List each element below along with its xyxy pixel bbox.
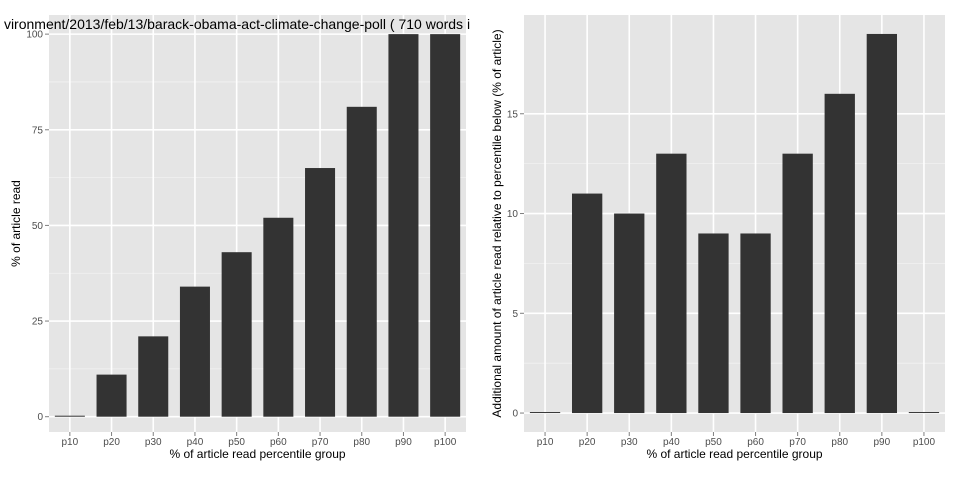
- bar-p80: [824, 93, 855, 414]
- y-tick-label: 50: [32, 221, 44, 232]
- bar-p60: [263, 217, 294, 417]
- bar-p70: [305, 168, 336, 417]
- bar-p30: [138, 336, 169, 417]
- x-tick-label: p60: [747, 437, 764, 448]
- y-tick-label: 15: [507, 109, 519, 120]
- bar-p90: [388, 34, 419, 417]
- bar-p80: [346, 106, 377, 417]
- y-tick-label: 75: [32, 125, 44, 136]
- bar-p90: [866, 33, 898, 414]
- x-tick-label: p10: [537, 437, 554, 448]
- x-tick-label: p70: [789, 437, 806, 448]
- y-tick-label: 5: [512, 309, 518, 320]
- bar-p100: [430, 34, 461, 417]
- x-tick-label: p30: [145, 437, 162, 448]
- x-tick-label: p30: [621, 437, 638, 448]
- x-tick-label: p90: [874, 437, 891, 448]
- bar-p50: [698, 233, 729, 414]
- bar-p40: [656, 153, 687, 414]
- bar-p30: [614, 213, 645, 414]
- x-tick-label: p100: [913, 437, 936, 448]
- bar-p60: [740, 233, 771, 414]
- x-tick-label: p80: [353, 437, 370, 448]
- x-tick-label: p60: [270, 437, 287, 448]
- chart-title: vironment/2013/feb/13/barack-obama-act-c…: [4, 16, 470, 32]
- x-axis-title: % of article read percentile group: [646, 447, 822, 461]
- x-tick-label: p20: [103, 437, 120, 448]
- x-tick-label: p40: [187, 437, 204, 448]
- bar-p40: [179, 286, 210, 417]
- x-tick-label: p50: [705, 437, 722, 448]
- left-chart-panel: 0 25 50 75 100 p10 p20 p30 p40 p50 p60 p70 p80 p90 p10…: [4, 15, 470, 461]
- right-chart-panel: 0 5 10 15 p10 p20 p30 p40 p50 p60 p70 p80 p90 p100 % o…: [490, 15, 945, 461]
- x-tick-label: p10: [62, 437, 79, 448]
- bar-p50: [221, 252, 252, 417]
- bar-p10: [54, 415, 85, 417]
- bar-p20: [571, 193, 603, 414]
- y-tick-label: 25: [32, 317, 44, 328]
- bar-p70: [782, 153, 813, 414]
- y-tick-label: 0: [512, 409, 518, 420]
- bar-p10: [529, 412, 561, 414]
- y-tick-label: 10: [507, 209, 519, 220]
- x-tick-label: p40: [663, 437, 680, 448]
- bar-p20: [96, 374, 127, 417]
- x-tick-label: p90: [395, 437, 412, 448]
- x-tick-label: p70: [312, 437, 329, 448]
- x-axis-title: % of article read percentile group: [169, 447, 345, 461]
- y-tick-label: 100: [26, 30, 43, 41]
- x-tick-label: p100: [434, 437, 457, 448]
- y-axis-title: Additional amount of article read relati…: [490, 29, 504, 417]
- x-tick-label: p20: [579, 437, 596, 448]
- y-axis-title: % of article read: [9, 180, 23, 267]
- x-tick-label: p80: [831, 437, 848, 448]
- bar-p100: [908, 412, 940, 414]
- x-tick-label: p50: [228, 437, 245, 448]
- y-tick-label: 0: [37, 412, 43, 423]
